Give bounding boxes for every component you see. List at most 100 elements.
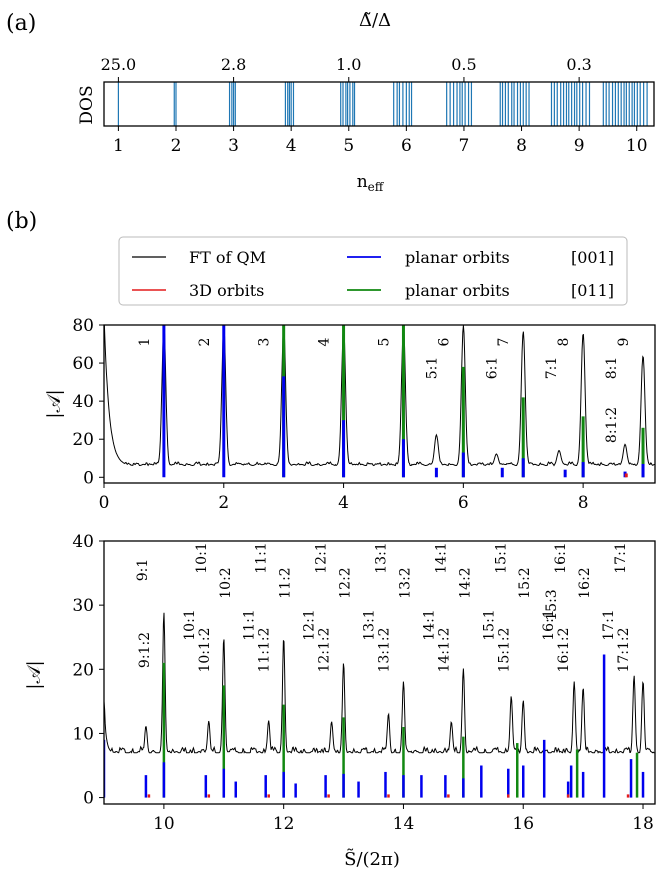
y-tick-label: 0 <box>83 468 94 488</box>
dos-x-tick-label: 9 <box>574 136 585 156</box>
y-tick-label: 80 <box>72 316 94 336</box>
dos-top-tick-label: 2.8 <box>221 55 246 74</box>
y-tick-label: 30 <box>72 596 94 616</box>
bottom-orbit-label: 13:1 <box>362 609 378 640</box>
top-orbit-label: 1 <box>137 338 153 347</box>
dos-x-tick-label: 1 <box>113 136 124 156</box>
ft-curve <box>104 325 655 467</box>
bottom-orbit-label: 12:2 <box>338 567 354 598</box>
bottom-orbit-label: 15:3 <box>544 589 560 620</box>
bottom-xlabel: S̃/(2π) <box>344 848 400 870</box>
dos-top-ticks: 25.0 2.8 1.0 0.5 0.3 <box>101 55 592 82</box>
bottom-orbit-label: 16:2 <box>577 567 593 598</box>
bottom-orbit-label: 14:1:2 <box>436 627 452 672</box>
dos-x-tick-label: 6 <box>401 136 412 156</box>
top-orbit-label: 5 <box>376 338 392 347</box>
top-orbit-label: 7 <box>496 338 512 347</box>
top-orbit-label: 2 <box>197 338 213 347</box>
legend-3d-label: 3D orbits <box>189 281 264 300</box>
panel-a-label: (a) <box>6 11 36 36</box>
bottom-orbit-label: 17:1:2 <box>616 627 632 672</box>
dos-x-tick-label: 4 <box>286 136 297 156</box>
top-orbit-labels: 1 2 3 4 5 6 7 8 9 5:1 6:1 7:1 8:1 8:1:2 <box>137 337 632 443</box>
top-orbit-label: 6:1 <box>484 357 500 380</box>
bottom-orbit-label: 15:2 <box>517 567 533 598</box>
bottom-plot-area <box>104 612 655 798</box>
top-orbit-label: 6 <box>436 337 452 346</box>
top-y-ticks: 0 20 40 60 80 <box>72 316 104 488</box>
x-tick-label: 16 <box>512 814 534 834</box>
bottom-orbit-label: 13:1 <box>373 542 389 573</box>
y-tick-label: 20 <box>72 660 94 680</box>
panel-b-label: (b) <box>6 209 37 234</box>
bottom-orbit-labels: 9:1 10:110:211:111:212:112:213:113:214:11… <box>135 542 632 672</box>
dos-top-tick-label: 0.5 <box>451 55 476 74</box>
dos-x-tick-label: 8 <box>516 136 527 156</box>
top-orbit-label: 7:1 <box>544 357 560 380</box>
bottom-orbit-label: 12:1 <box>314 542 330 573</box>
bottom-orbit-label: 13:2 <box>397 567 413 598</box>
legend-frame <box>118 236 628 306</box>
dos-x-tick-label: 7 <box>459 136 470 156</box>
dos-top-tick-label: 1.0 <box>336 55 361 74</box>
top-x-ticks: 0 2 4 6 8 <box>99 483 589 513</box>
top-orbit-label: 9 <box>616 338 632 347</box>
bottom-orbit-label: 15:1 <box>481 609 497 640</box>
bottom-x-ticks: 10 12 14 16 18 <box>153 804 654 834</box>
legend-001-dir: [001] <box>571 248 614 267</box>
legend-ft-label: FT of QM <box>189 248 266 267</box>
bottom-orbit-label: 9:1 <box>135 559 151 582</box>
top-frame <box>103 324 656 484</box>
bottom-ylabel: |𝒜| <box>24 660 45 689</box>
dos-lines <box>117 82 648 126</box>
bottom-orbit-label: 11:1 <box>242 609 258 640</box>
legend-001-label: planar orbits <box>405 248 510 267</box>
bottom-orbit-label: 15:1 <box>493 542 509 573</box>
top-axis-label: Δ̃/Δ <box>359 10 391 31</box>
top-orbit-label: 8:1:2 <box>604 407 620 443</box>
y-tick-label: 0 <box>83 789 94 809</box>
dos-frame <box>103 81 655 127</box>
top-ylabel: |𝒜| <box>44 389 65 418</box>
bottom-orbit-label: 10:1 <box>182 609 198 640</box>
y-tick-label: 20 <box>72 430 94 450</box>
dos-x-tick-label: 10 <box>626 136 648 156</box>
legend-011-label: planar orbits <box>405 281 510 300</box>
dos-xlabel: neff <box>357 172 385 194</box>
dos-x-tick-label: 3 <box>228 136 239 156</box>
bottom-orbit-label: 13:1:2 <box>376 627 392 672</box>
bottom-orbit-label: 9:1:2 <box>137 632 153 668</box>
x-tick-label: 18 <box>632 814 654 834</box>
x-tick-label: 0 <box>99 493 110 513</box>
x-tick-label: 4 <box>338 493 349 513</box>
bottom-orbit-label: 15:1:2 <box>496 627 512 672</box>
top-orbit-label: 4 <box>317 337 333 346</box>
top-plot-area <box>104 325 655 478</box>
bottom-y-ticks: 0 10 20 30 40 <box>72 532 104 809</box>
bottom-orbit-label: 14:2 <box>457 567 473 598</box>
bottom-orbit-label: 14:1 <box>421 609 437 640</box>
dos-x-tick-label: 5 <box>343 136 354 156</box>
bottom-orbit-label: 10:1:2 <box>197 627 213 672</box>
bottom-orbit-label: 17:1 <box>613 542 629 573</box>
x-tick-label: 12 <box>273 814 295 834</box>
dos-top-tick-label: 25.0 <box>101 55 137 74</box>
bottom-orbit-label: 10:1 <box>194 542 210 573</box>
y-tick-label: 40 <box>72 532 94 552</box>
x-tick-label: 10 <box>153 814 175 834</box>
bottom-orbit-label: 17:1 <box>601 609 617 640</box>
bottom-orbit-label: 11:1 <box>254 542 270 573</box>
x-tick-label: 6 <box>458 493 469 513</box>
top-orbit-label: 3 <box>257 338 273 347</box>
x-tick-label: 14 <box>393 814 415 834</box>
bottom-orbit-label: 16:1:2 <box>556 627 572 672</box>
dos-ylabel: DOS <box>77 85 97 124</box>
y-tick-label: 40 <box>72 392 94 412</box>
top-orbit-label: 8 <box>556 338 572 347</box>
legend: FT of QM 3D orbits planar orbits [001] p… <box>118 236 628 306</box>
y-tick-label: 10 <box>72 724 94 744</box>
bottom-orbit-label: 12:1:2 <box>317 627 333 672</box>
x-tick-label: 2 <box>218 493 229 513</box>
y-tick-label: 60 <box>72 354 94 374</box>
